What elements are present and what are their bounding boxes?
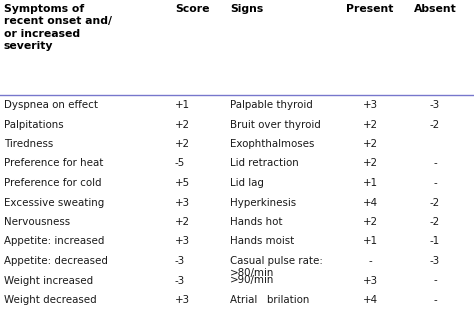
Text: +3: +3 [363,276,378,285]
Text: +3: +3 [363,100,378,110]
Text: -3: -3 [175,256,185,266]
Text: Preference for heat: Preference for heat [4,159,103,168]
Text: Score: Score [175,4,210,14]
Text: Dyspnea on effect: Dyspnea on effect [4,100,98,110]
Text: Hands moist: Hands moist [230,236,294,246]
Text: +2: +2 [175,139,190,149]
Text: -2: -2 [430,217,440,227]
Text: +2: +2 [363,119,377,130]
Text: Weight decreased: Weight decreased [4,295,97,305]
Text: Absent: Absent [414,4,456,14]
Text: -3: -3 [175,276,185,285]
Text: -2: -2 [430,198,440,208]
Text: -1: -1 [430,236,440,246]
Text: Casual pulse rate:
>80/min: Casual pulse rate: >80/min [230,256,323,278]
Text: +1: +1 [363,236,378,246]
Text: Appetite: increased: Appetite: increased [4,236,104,246]
Text: Atrial   brilation: Atrial brilation [230,295,310,305]
Text: Exophthalmoses: Exophthalmoses [230,139,314,149]
Text: Palpitations: Palpitations [4,119,64,130]
Text: +2: +2 [175,217,190,227]
Text: -: - [433,159,437,168]
Text: Palpable thyroid: Palpable thyroid [230,100,313,110]
Text: -5: -5 [175,159,185,168]
Text: +3: +3 [175,198,190,208]
Text: -: - [433,295,437,305]
Text: Hyperkinesis: Hyperkinesis [230,198,296,208]
Text: -3: -3 [430,256,440,266]
Text: +1: +1 [175,100,190,110]
Text: Tiredness: Tiredness [4,139,53,149]
Text: +4: +4 [363,198,378,208]
Text: +1: +1 [363,178,378,188]
Text: Bruit over thyroid: Bruit over thyroid [230,119,321,130]
Text: Signs: Signs [230,4,263,14]
Text: +4: +4 [363,295,378,305]
Text: -: - [433,178,437,188]
Text: -3: -3 [430,100,440,110]
Text: +3: +3 [175,295,190,305]
Text: Lid retraction: Lid retraction [230,159,299,168]
Text: -: - [433,276,437,285]
Text: Weight increased: Weight increased [4,276,93,285]
Text: -: - [368,256,372,266]
Text: Nervousness: Nervousness [4,217,70,227]
Text: +5: +5 [175,178,190,188]
Text: +2: +2 [363,159,377,168]
Text: Preference for cold: Preference for cold [4,178,101,188]
Text: >90/min: >90/min [230,276,274,285]
Text: +2: +2 [363,217,377,227]
Text: +2: +2 [363,139,377,149]
Text: Appetite: decreased: Appetite: decreased [4,256,108,266]
Text: Symptoms of
recent onset and/
or increased
severity: Symptoms of recent onset and/ or increas… [4,4,112,51]
Text: +3: +3 [175,236,190,246]
Text: Hands hot: Hands hot [230,217,283,227]
Text: +2: +2 [175,119,190,130]
Text: Excessive sweating: Excessive sweating [4,198,104,208]
Text: -2: -2 [430,119,440,130]
Text: Present: Present [346,4,394,14]
Text: Lid lag: Lid lag [230,178,264,188]
